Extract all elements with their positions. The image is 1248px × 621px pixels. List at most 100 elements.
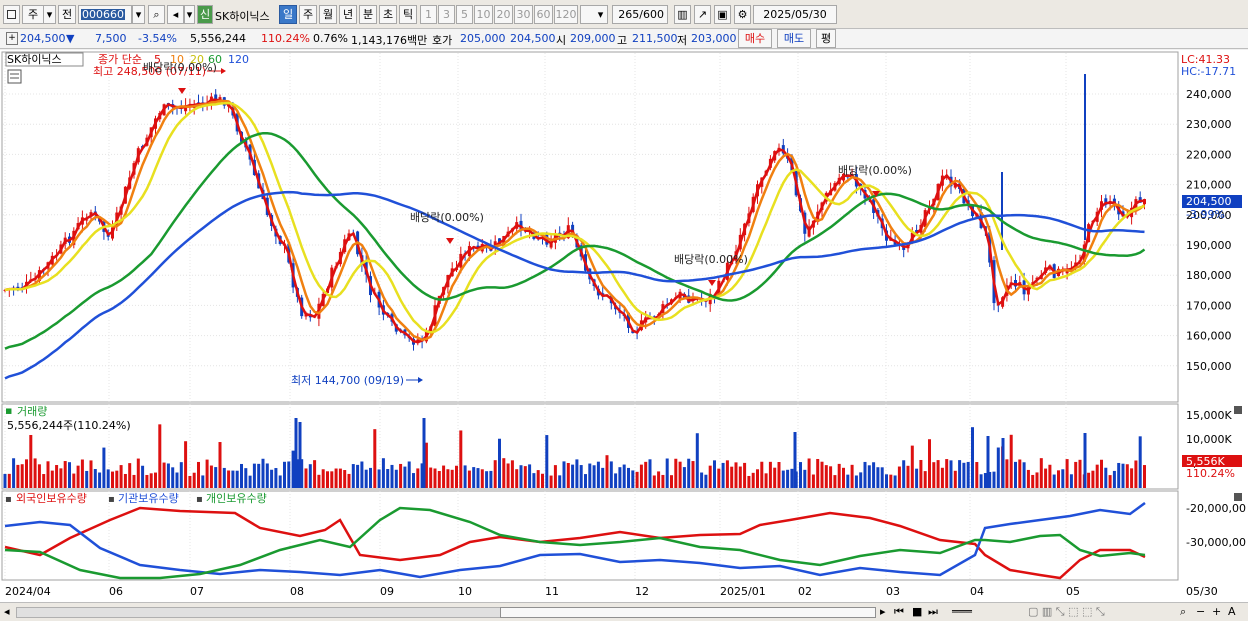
stock-label-box[interactable] <box>5 52 84 67</box>
interval-5[interactable]: 5 <box>456 5 473 24</box>
count-input[interactable]: 265/600 <box>612 5 668 24</box>
info-bar: + 204,500 ▼ 7,500 -3.54% 5,556,244 110.2… <box>0 29 1248 49</box>
buy-button[interactable]: 매수 <box>738 29 772 48</box>
scroll-left-icon[interactable]: ◂ <box>4 605 10 618</box>
volume-bar <box>37 464 41 488</box>
volume-bar <box>854 475 858 488</box>
volume-bar <box>1069 474 1073 488</box>
volume-bar <box>29 434 33 488</box>
x-axis-label: 02 <box>798 585 812 598</box>
stock-code-input[interactable]: 000660 <box>78 5 132 24</box>
draw-tool-icon[interactable]: ↗ <box>694 5 711 24</box>
volume-bar <box>50 470 54 488</box>
candle-body <box>85 219 89 221</box>
volume-bar <box>1018 459 1022 488</box>
volume-bar <box>42 474 46 488</box>
first-page-icon[interactable]: ⏮ <box>894 605 904 618</box>
volume-tag-bg <box>1182 455 1242 467</box>
change-arrow: ▼ <box>66 32 75 45</box>
interval-3[interactable]: 3 <box>438 5 455 24</box>
tab-jeon[interactable]: 전 <box>58 5 76 24</box>
market-dropdown-icon[interactable]: ▾ <box>44 5 56 24</box>
interval-dropdown-icon[interactable]: ▾ <box>594 5 608 24</box>
volume-bar <box>928 439 931 488</box>
volume-bar <box>25 459 28 488</box>
volume-bar <box>751 472 755 488</box>
bottom-scrollbar[interactable]: ◂ ▸ ⏮ ■ ⏭ ═══ ▢ ▥ ⤡ ⬚ ⬚ ⤡ ⌕ − + A <box>0 602 1248 621</box>
volume-bar <box>317 474 321 488</box>
interval-1[interactable]: 1 <box>420 5 437 24</box>
volume-bar <box>235 470 239 488</box>
candle-body <box>1104 198 1108 205</box>
volume-bar <box>515 469 519 488</box>
interval-10[interactable]: 10 <box>474 5 493 24</box>
eval-button[interactable]: 평 <box>816 29 836 48</box>
code-dropdown-icon[interactable]: ▾ <box>132 5 145 24</box>
volume-bar <box>493 460 497 488</box>
plus-icon[interactable]: + <box>1212 605 1222 618</box>
x-axis: 2024/04 06 07 08 09 10 11 12 2025/01 02 03 04 05 <box>5 585 1080 598</box>
interval-20[interactable]: 20 <box>494 5 513 24</box>
window-icon[interactable] <box>3 5 20 24</box>
chart-area[interactable]: SK하이닉스 종가 단순 5 10 20 60 120 LC:41.33 HC:… <box>0 50 1248 602</box>
volume-panel-close-icon[interactable] <box>1234 406 1242 414</box>
speaker-icon[interactable]: ◂ <box>167 5 184 24</box>
volume-bar <box>575 459 579 488</box>
sell-button[interactable]: 매도 <box>777 29 811 48</box>
date-input[interactable]: 2025/05/30 <box>753 5 837 24</box>
period-minute[interactable]: 분 <box>359 5 377 24</box>
change-percent: -3.54% <box>138 32 177 45</box>
volume-bar <box>485 471 489 488</box>
volume-bar <box>545 435 549 488</box>
turnover-percent: 0.76% <box>313 32 348 45</box>
settings-icon[interactable]: ⚙ <box>734 5 751 24</box>
volume-bar <box>175 472 179 488</box>
holding-panel-close-icon[interactable] <box>1234 493 1242 501</box>
zoom-out-icon[interactable]: ⌕ <box>1180 605 1187 618</box>
volume-bar <box>627 467 630 488</box>
holding-line-foreign <box>4 506 1146 580</box>
scroll-thumb[interactable] <box>500 607 876 618</box>
volume-bar <box>437 471 441 488</box>
dividend-note-3: 배당락(0.00%) <box>674 253 748 266</box>
chart-type-icon[interactable]: ▥ <box>674 5 691 24</box>
search-icon[interactable]: ⌕ <box>148 5 165 24</box>
last-page-icon[interactable]: ⏭ <box>928 605 938 618</box>
volume-bar <box>885 474 888 488</box>
volume-bar <box>257 463 261 488</box>
volume-bar <box>962 462 966 488</box>
dividend-note-1: 배당락(0.00%) <box>143 61 217 74</box>
font-icon[interactable]: A <box>1228 605 1236 618</box>
period-week[interactable]: 주 <box>299 5 317 24</box>
market-select[interactable]: 주 <box>22 5 44 24</box>
save-icon[interactable]: ▣ <box>714 5 731 24</box>
speaker-dropdown-icon[interactable]: ▾ <box>184 5 195 24</box>
tool-icons[interactable]: ▢ ▥ ⤡ ⬚ ⬚ ⤡ <box>1028 605 1105 618</box>
period-month[interactable]: 월 <box>319 5 337 24</box>
interval-30[interactable]: 30 <box>514 5 533 24</box>
volume-bar <box>803 469 807 488</box>
volume-bar <box>949 460 953 488</box>
volume-bar <box>498 438 501 488</box>
chart-svg[interactable]: SK하이닉스 종가 단순 5 10 20 60 120 LC:41.33 HC:… <box>0 50 1248 602</box>
calculator-icon[interactable] <box>7 69 22 84</box>
y-tick-label: 240,000 <box>1186 88 1232 101</box>
holding-legend-institution: 기관보유수량 <box>118 492 179 505</box>
stop-icon[interactable]: ■ <box>912 605 923 618</box>
interval-120[interactable]: 120 <box>554 5 578 24</box>
period-day[interactable]: 일 <box>279 5 297 24</box>
scroll-right-icon[interactable]: ▸ <box>880 605 886 618</box>
period-year[interactable]: 년 <box>339 5 357 24</box>
volume-bar <box>76 465 80 488</box>
volume-bar <box>1108 475 1112 488</box>
zoom-slider-icon[interactable]: ═══ <box>952 605 972 618</box>
minus-icon[interactable]: − <box>1196 605 1206 618</box>
interval-60[interactable]: 60 <box>534 5 553 24</box>
period-tick[interactable]: 틱 <box>399 5 417 24</box>
volume-bar <box>880 467 884 488</box>
period-second[interactable]: 초 <box>379 5 397 24</box>
volume-bar <box>1005 459 1009 488</box>
volume-bar <box>3 473 7 488</box>
link-icon[interactable]: + <box>6 32 18 45</box>
volume-bar <box>360 461 364 488</box>
